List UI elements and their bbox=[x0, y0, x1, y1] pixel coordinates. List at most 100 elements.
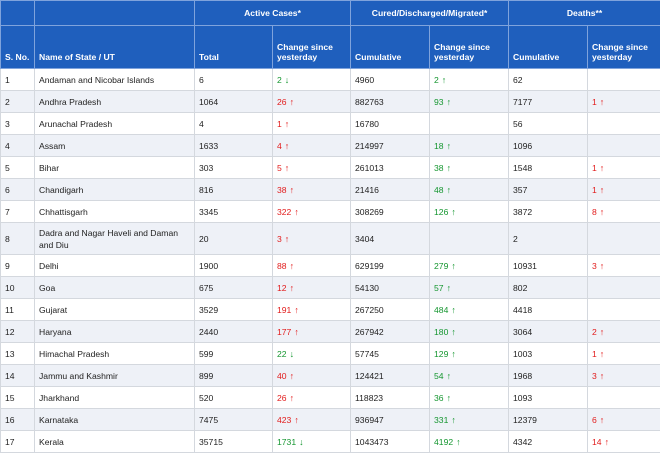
cured-change-cell-value: 331 bbox=[434, 415, 448, 425]
active-change-cell: 423↑ bbox=[273, 409, 351, 431]
arrow-up-icon: ↑ bbox=[447, 141, 452, 151]
state-name-cell: Himachal Pradesh bbox=[35, 343, 195, 365]
active-total-value: 20 bbox=[199, 234, 209, 244]
sno-cell: 2 bbox=[1, 91, 35, 113]
state-name: Chhattisgarh bbox=[39, 207, 88, 217]
state-name-cell: Andaman and Nicobar Islands bbox=[35, 69, 195, 91]
sno-cell: 16 bbox=[1, 409, 35, 431]
state-name: Arunachal Pradesh bbox=[39, 119, 112, 129]
arrow-up-icon: ↑ bbox=[285, 119, 290, 129]
sno-cell: 14 bbox=[1, 365, 35, 387]
deaths-change-cell: 1↑ bbox=[588, 91, 660, 113]
deaths-cumulative-cell: 1003 bbox=[509, 343, 588, 365]
state-name-cell: Chandigarh bbox=[35, 179, 195, 201]
active-change-cell: 177↑ bbox=[273, 321, 351, 343]
arrow-up-icon: ↑ bbox=[600, 261, 605, 271]
cured-change-cell: 18↑ bbox=[430, 135, 509, 157]
deaths-change-cell bbox=[588, 69, 660, 91]
sno-value: 12 bbox=[5, 327, 15, 337]
arrow-up-icon: ↑ bbox=[456, 437, 461, 447]
active-change-cell: 4↑ bbox=[273, 135, 351, 157]
active-total-cell: 1900 bbox=[195, 255, 273, 277]
active-total-cell: 816 bbox=[195, 179, 273, 201]
cured-cumulative-cell: 882763 bbox=[351, 91, 430, 113]
sno-cell: 15 bbox=[1, 387, 35, 409]
sno-value: 13 bbox=[5, 349, 15, 359]
state-name-cell: Dadra and Nagar Haveli and Daman and Diu bbox=[35, 223, 195, 255]
active-change-cell-value: 26 bbox=[277, 97, 287, 107]
deaths-change-cell bbox=[588, 387, 660, 409]
cured-cumulative-value: 21416 bbox=[355, 185, 379, 195]
deaths-cumulative-cell: 357 bbox=[509, 179, 588, 201]
cured-cumulative-value: 3404 bbox=[355, 234, 374, 244]
active-change-cell-value: 322 bbox=[277, 207, 291, 217]
state-column-header: Name of State / UT bbox=[35, 26, 195, 69]
deaths-cumulative-cell: 12379 bbox=[509, 409, 588, 431]
deaths-change-cell-value: 1 bbox=[592, 185, 597, 195]
state-name-cell: Jammu and Kashmir bbox=[35, 365, 195, 387]
deaths-change-cell: 3↑ bbox=[588, 365, 660, 387]
active-total-cell: 20 bbox=[195, 223, 273, 255]
arrow-up-icon: ↑ bbox=[600, 207, 605, 217]
cured-change-cell: 180↑ bbox=[430, 321, 509, 343]
arrow-up-icon: ↑ bbox=[285, 163, 290, 173]
deaths-change-cell bbox=[588, 299, 660, 321]
arrow-up-icon: ↑ bbox=[285, 141, 290, 151]
state-name: Delhi bbox=[39, 261, 59, 271]
cured-cumulative-value: 54130 bbox=[355, 283, 379, 293]
state-name: Goa bbox=[39, 283, 55, 293]
arrow-up-icon: ↑ bbox=[600, 371, 605, 381]
arrow-up-icon: ↑ bbox=[447, 371, 452, 381]
active-change-cell: 191↑ bbox=[273, 299, 351, 321]
arrow-up-icon: ↑ bbox=[600, 185, 605, 195]
deaths-cumulative-value: 12379 bbox=[513, 415, 537, 425]
cured-cumulative-value: 16780 bbox=[355, 119, 379, 129]
sno-value: 5 bbox=[5, 163, 10, 173]
cured-change-cell-value: 484 bbox=[434, 305, 448, 315]
arrow-up-icon: ↑ bbox=[447, 163, 452, 173]
active-total-cell: 520 bbox=[195, 387, 273, 409]
state-name-cell: Assam bbox=[35, 135, 195, 157]
active-change-cell-value: 1731 bbox=[277, 437, 296, 447]
cured-change-cell-value: 38 bbox=[434, 163, 444, 173]
deaths-change-cell-value: 1 bbox=[592, 349, 597, 359]
cured-change-cell-value: 129 bbox=[434, 349, 448, 359]
active-change-cell: 12↑ bbox=[273, 277, 351, 299]
cured-change-cell-value: 57 bbox=[434, 283, 444, 293]
sno-value: 7 bbox=[5, 207, 10, 217]
active-total-cell: 3529 bbox=[195, 299, 273, 321]
deaths-change-cell: 1↑ bbox=[588, 157, 660, 179]
sno-cell: 9 bbox=[1, 255, 35, 277]
cured-change-cell bbox=[430, 113, 509, 135]
cured-change-cell-value: 126 bbox=[434, 207, 448, 217]
arrow-up-icon: ↑ bbox=[605, 437, 610, 447]
active-change-cell-value: 423 bbox=[277, 415, 291, 425]
active-total-value: 1064 bbox=[199, 97, 218, 107]
cured-cumulative-cell: 261013 bbox=[351, 157, 430, 179]
deaths-cumulative-value: 4342 bbox=[513, 437, 532, 447]
deaths-cumulative-value: 1548 bbox=[513, 163, 532, 173]
deaths-cumulative-cell: 4342 bbox=[509, 431, 588, 453]
cured-change-cell: 54↑ bbox=[430, 365, 509, 387]
active-change-cell: 1↑ bbox=[273, 113, 351, 135]
active-change-cell: 2↓ bbox=[273, 69, 351, 91]
state-name-cell: Haryana bbox=[35, 321, 195, 343]
cured-change-cell: 2↑ bbox=[430, 69, 509, 91]
deaths-cumulative-cell: 1968 bbox=[509, 365, 588, 387]
deaths-change-cell-value: 6 bbox=[592, 415, 597, 425]
arrow-up-icon: ↑ bbox=[600, 415, 605, 425]
arrow-up-icon: ↑ bbox=[600, 327, 605, 337]
arrow-up-icon: ↑ bbox=[600, 163, 605, 173]
active-change-cell-value: 22 bbox=[277, 349, 287, 359]
active-total-cell: 1633 bbox=[195, 135, 273, 157]
state-name: Gujarat bbox=[39, 305, 67, 315]
cured-cumulative-value: 214997 bbox=[355, 141, 384, 151]
cured-cumulative-value: 936947 bbox=[355, 415, 384, 425]
header-blank-sno bbox=[1, 1, 35, 26]
cured-cumulative-cell: 267250 bbox=[351, 299, 430, 321]
cured-change-cell: 129↑ bbox=[430, 343, 509, 365]
